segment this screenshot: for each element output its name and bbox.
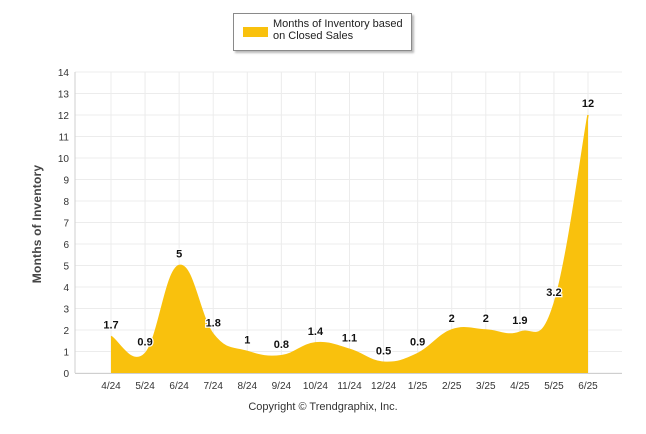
x-axis-ticks: 4/24 5/24 6/24 7/24 8/24 9/24 10/24 11/24 12/24 1…	[101, 381, 598, 392]
data-label: 3.2	[546, 287, 561, 299]
x-tick-label: 8/24	[238, 381, 258, 392]
x-tick-label: 5/24	[135, 381, 155, 392]
data-label: 1.4	[308, 326, 324, 338]
legend-swatch	[243, 27, 268, 37]
data-label: 2	[483, 313, 489, 325]
data-label: 5	[176, 249, 182, 261]
x-tick-label: 1/25	[408, 381, 428, 392]
data-label: 1.8	[206, 317, 221, 329]
x-tick-label: 6/25	[578, 381, 598, 392]
y-tick-label: 6	[63, 240, 69, 251]
x-tick-label: 2/25	[442, 381, 462, 392]
y-tick-label: 10	[58, 154, 70, 165]
series-line	[110, 114, 589, 364]
y-tick-label: 14	[58, 68, 70, 79]
data-labels: 1.7 0.9 5 1.8 1 0.8 1.4 1.1 0.5 0.9 2 2 1.9 3.2 12	[102, 97, 595, 359]
x-tick-label: 9/24	[272, 381, 292, 392]
y-tick-label: 9	[63, 176, 69, 187]
y-tick-label: 4	[63, 283, 69, 294]
x-tick-label: 6/24	[169, 381, 189, 392]
x-tick-label: 5/25	[544, 381, 564, 392]
data-label: 2	[449, 313, 455, 325]
y-tick-label: 7	[63, 219, 69, 230]
data-label: 0.9	[137, 337, 152, 349]
data-label: 0.5	[376, 345, 391, 357]
data-label: 0.8	[274, 339, 289, 351]
area-layer	[110, 114, 589, 373]
data-label: 1	[244, 335, 250, 347]
y-tick-label: 0	[63, 369, 69, 380]
y-tick-label: 5	[63, 262, 69, 273]
x-tick-label: 7/24	[203, 381, 223, 392]
x-tick-label: 10/24	[303, 381, 328, 392]
legend-label: Months of Inventory based on Closed Sale…	[273, 18, 403, 42]
y-tick-label: 11	[59, 133, 70, 144]
x-tick-label: 3/25	[476, 381, 496, 392]
x-tick-label: 4/24	[101, 381, 121, 392]
data-label: 0.9	[410, 337, 425, 349]
y-tick-label: 3	[63, 305, 69, 316]
data-label: 1.1	[342, 332, 357, 344]
y-axis-label: Months of Inventory	[30, 164, 44, 284]
data-label: 1.9	[512, 315, 527, 327]
copyright-footer: Copyright © Trendgraphix, Inc.	[248, 401, 398, 413]
y-tick-label: 13	[58, 90, 70, 101]
x-tick-label: 12/24	[371, 381, 396, 392]
y-tick-label: 12	[58, 111, 70, 122]
y-tick-label: 1	[63, 348, 69, 359]
x-tick-label: 4/25	[510, 381, 530, 392]
data-label: 12	[582, 98, 594, 110]
x-tick-label: 11/24	[337, 381, 362, 392]
series-area	[111, 115, 588, 373]
grid-lines	[74, 71, 622, 374]
data-label: 1.7	[103, 319, 118, 331]
legend[interactable]: Months of Inventory based on Closed Sale…	[233, 13, 412, 51]
y-tick-label: 8	[63, 197, 69, 208]
y-tick-label: 2	[63, 326, 69, 337]
